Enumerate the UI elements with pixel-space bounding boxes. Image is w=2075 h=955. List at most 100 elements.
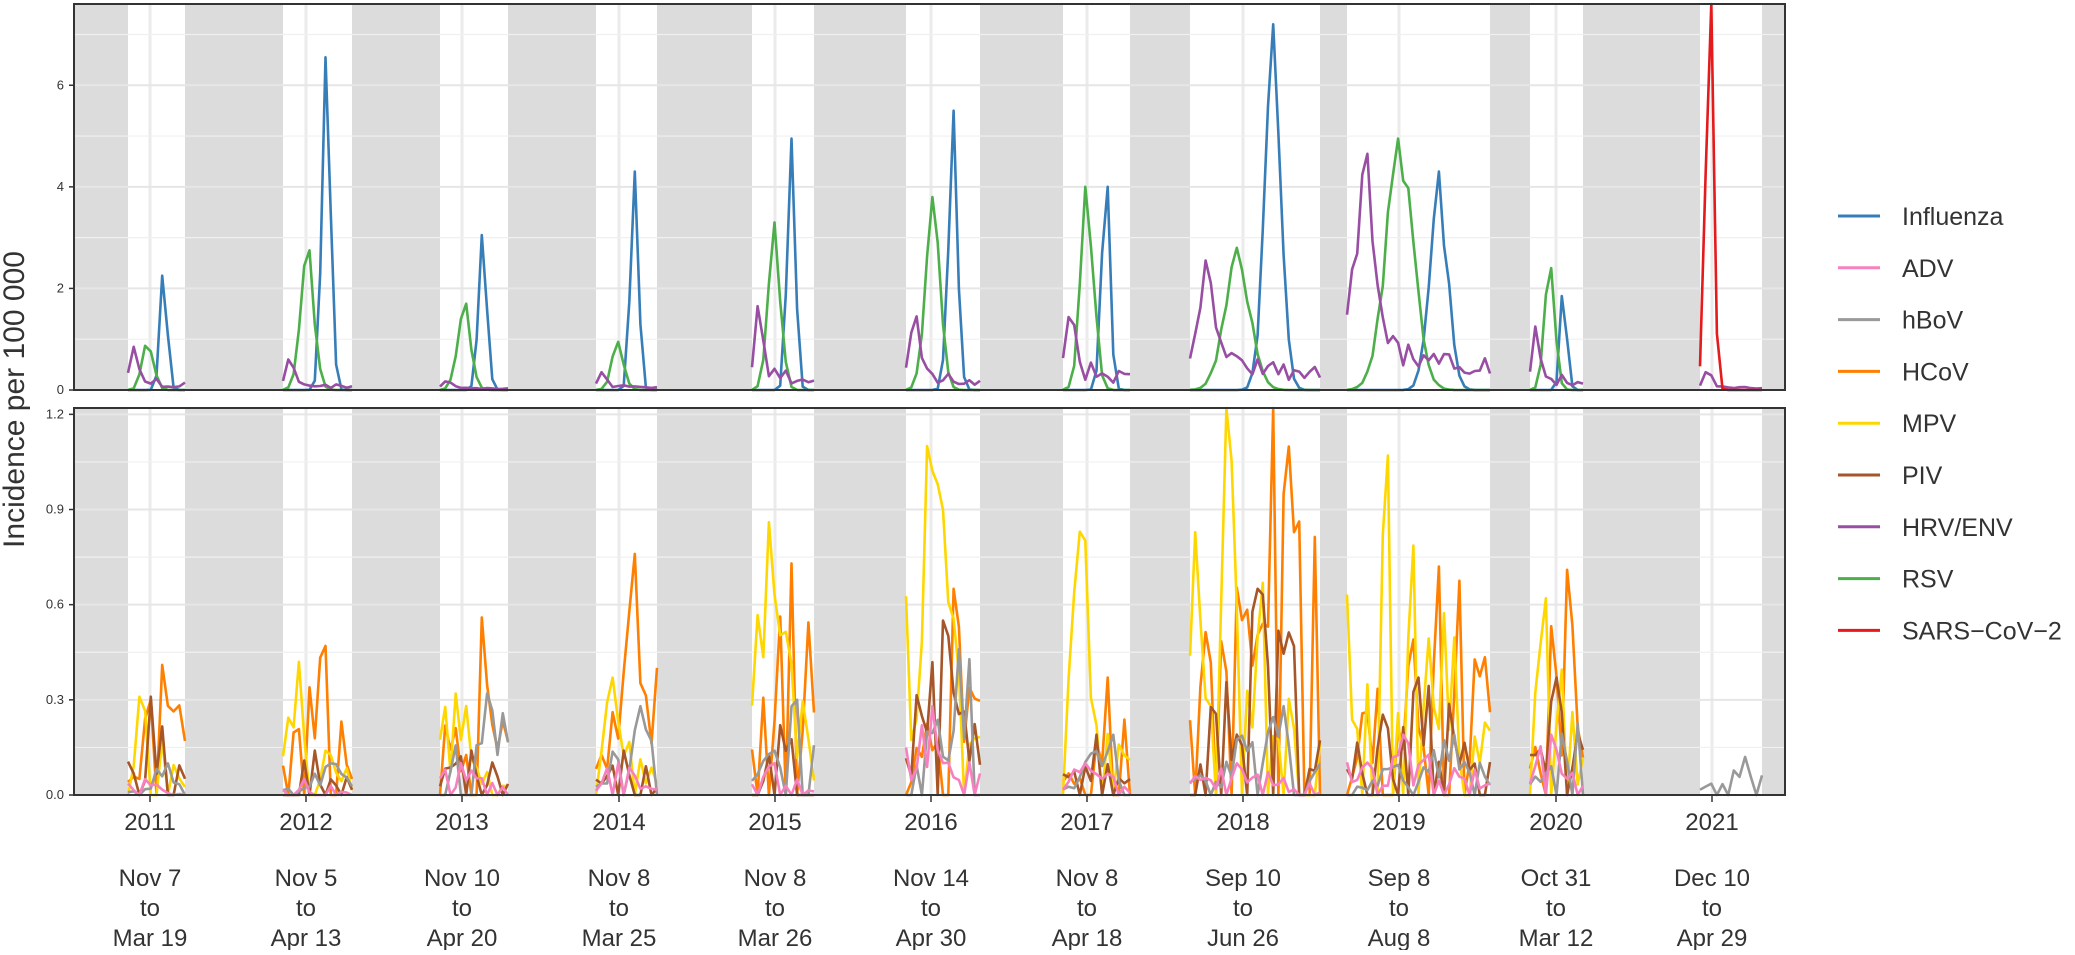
season-range-label: Nov 7: [119, 865, 182, 892]
season-range-label: Jun 26: [1207, 925, 1279, 950]
bottom-offseason-band: [1762, 408, 1785, 795]
series-line-adv-3: [594, 761, 658, 797]
series-line-hcov-9: [1528, 568, 1585, 797]
bottom-ytick-label: 1.2: [46, 406, 64, 421]
top-ytick-label: 6: [57, 77, 64, 92]
series-line-hcov-3: [594, 552, 659, 771]
season-range-label: Nov 8: [1056, 865, 1119, 892]
legend-label: Influenza: [1902, 203, 2004, 231]
season-range-label: Mar 19: [113, 925, 188, 950]
legend-label: HCoV: [1902, 358, 1969, 386]
season-range-label: Nov 5: [275, 865, 338, 892]
series-line-hbov-10: [1699, 755, 1764, 797]
bottom-offseason-band: [1320, 408, 1347, 795]
xtick-year-label: 2013: [435, 809, 488, 836]
season-range-label: Nov 14: [893, 865, 969, 892]
top-panel: 0 2 4 6: [57, 2, 1786, 397]
top-ytick-label: 0: [57, 382, 64, 397]
series-line-hbov-6: [1062, 733, 1130, 797]
series-line-adv-2: [438, 761, 510, 797]
season-range-label: to: [1702, 895, 1722, 922]
series-line-mpv-1: [281, 660, 354, 797]
series-line-piv-5: [904, 619, 982, 797]
series-line-adv-5: [904, 704, 982, 797]
legend-label: HRV/ENV: [1902, 514, 2013, 542]
top-offseason-band: [185, 4, 283, 390]
xtick-year-label: 2019: [1372, 809, 1425, 836]
season-range-label: Oct 31: [1521, 865, 1592, 892]
series-line-hrv-env-0: [126, 345, 186, 389]
legend-item-hcov: HCoV: [1838, 358, 1969, 386]
bottom-offseason-band: [1490, 408, 1530, 795]
season-range-label: Dec 10: [1674, 865, 1750, 892]
season-range-label: Nov 10: [424, 865, 500, 892]
season-range-label: to: [1389, 895, 1409, 922]
xtick-year-label: 2018: [1216, 809, 1269, 836]
legend-item-piv: PIV: [1838, 462, 1943, 490]
legend-item-hbov: hBoV: [1838, 307, 1963, 335]
bottom-panel-border: [73, 407, 1786, 796]
bottom-offseason-band: [657, 408, 752, 795]
top-ytick-label: 2: [57, 280, 64, 295]
season-range-label: Mar 25: [582, 925, 657, 950]
series-line-hrv-env-8: [1345, 152, 1492, 375]
season-range-label: to: [1233, 895, 1253, 922]
bottom-offseason-band: [352, 408, 440, 795]
season-range-label: to: [140, 895, 160, 922]
top-offseason-band: [1490, 4, 1530, 390]
top-offseason-band: [980, 4, 1063, 390]
season-range-label: to: [452, 895, 472, 922]
series-line-hrv-env-6: [1061, 315, 1131, 384]
season-range-label: Apr 29: [1677, 925, 1748, 950]
top-offseason-band: [1320, 4, 1347, 390]
legend-item-sars-cov-2: SARS−CoV−2: [1838, 617, 2062, 645]
top-offseason-band: [1130, 4, 1190, 390]
series-line-hbov-5: [906, 647, 980, 797]
legend-item-rsv: RSV: [1838, 566, 1954, 594]
top-ytick-label: 4: [57, 179, 64, 194]
season-range-label: to: [609, 895, 629, 922]
series-line-hrv-env-10: [1698, 370, 1763, 390]
series-line-mpv-3: [594, 676, 659, 797]
bottom-offseason-band: [185, 408, 283, 795]
xtick-year-label: 2016: [904, 809, 957, 836]
season-range-label: Nov 8: [588, 865, 651, 892]
series-line-hrv-env-7: [1188, 259, 1322, 382]
xtick-year-label: 2020: [1529, 809, 1582, 836]
series-line-hrv-env-9: [1528, 325, 1584, 387]
season-range-label: Mar 26: [738, 925, 813, 950]
top-offseason-band: [814, 4, 906, 390]
top-offseason-band: [508, 4, 596, 390]
xtick-year-label: 2012: [279, 809, 332, 836]
xtick-year-label: 2017: [1060, 809, 1113, 836]
series-line-mpv-9: [1528, 596, 1585, 797]
xtick-year-label: 2021: [1685, 809, 1738, 836]
series-line-mpv-6: [1061, 530, 1131, 797]
bottom-panel: 0.0 0.3 0.6 0.9 1.2: [46, 406, 1786, 802]
bottom-offseason-band: [508, 408, 596, 795]
season-range-label: Apr 20: [427, 925, 498, 950]
x-axis: 2011 Nov 7 to Mar 19 2012 Nov 5 to Apr 13 2013 No…: [113, 795, 1750, 952]
bottom-ytick-label: 0.6: [46, 597, 64, 612]
series-line-hbov-8: [1347, 733, 1492, 797]
season-range-label: to: [765, 895, 785, 922]
series-line-hrv-env-2: [439, 380, 509, 391]
season-range-label: to: [1077, 895, 1097, 922]
legend-label: SARS−CoV−2: [1902, 617, 2062, 645]
bottom-offseason-band: [1130, 408, 1190, 795]
season-range-label: to: [1546, 895, 1566, 922]
series-line-hcov-1: [281, 644, 354, 797]
top-offseason-band: [352, 4, 440, 390]
xtick-year-label: 2015: [748, 809, 801, 836]
legend: Influenza ADV hBoV HCoV MPV PIV HRV/ENV RSV SARS…: [1838, 203, 2062, 645]
series-line-hrv-env-4: [750, 304, 815, 385]
legend-label: hBoV: [1902, 307, 1963, 335]
bottom-ytick-label: 0.9: [46, 502, 64, 517]
legend-item-adv: ADV: [1838, 255, 1954, 283]
legend-item-hrv-env: HRV/ENV: [1838, 514, 2013, 542]
legend-item-mpv: MPV: [1838, 410, 1957, 438]
series-line-piv-3: [595, 749, 659, 797]
bottom-ytick-label: 0.3: [46, 692, 64, 707]
